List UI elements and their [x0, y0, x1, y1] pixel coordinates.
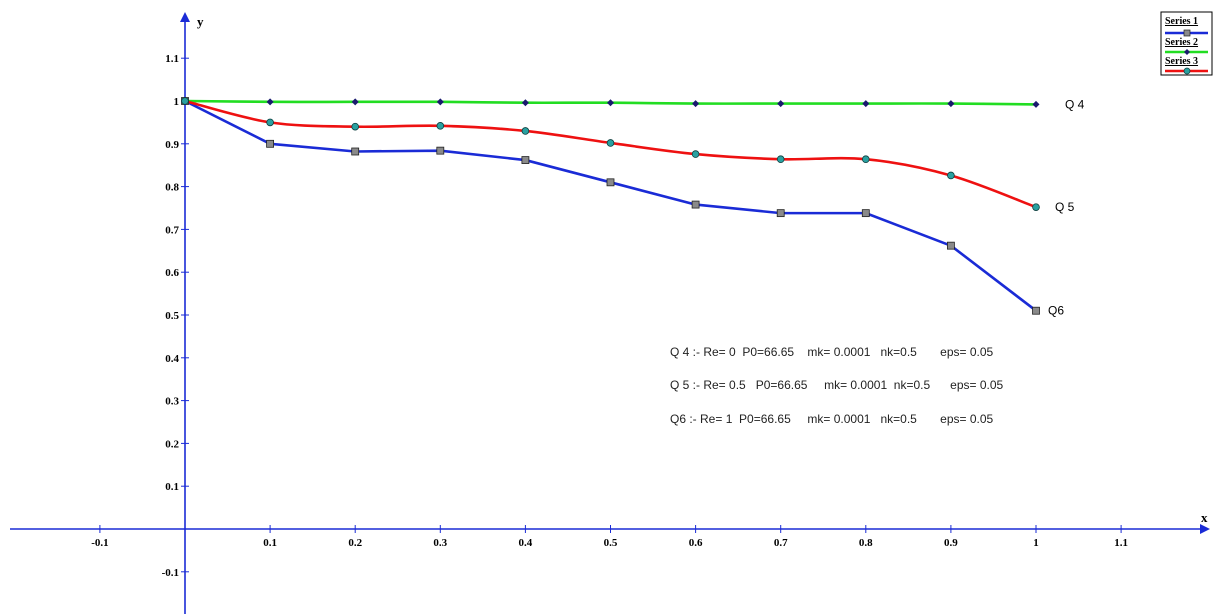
y-tick-label: 0.1 — [165, 481, 179, 493]
data-point-series-1 — [947, 241, 955, 250]
y-axis-arrow — [180, 12, 190, 22]
curve-label-q4: Q 4 — [1065, 97, 1085, 111]
data-point-series-1 — [266, 139, 275, 148]
legend: Series 1 Series 2 Series 3 — [1160, 11, 1213, 76]
legend-entry-series-1: Series 1 — [1165, 16, 1198, 27]
annotation-q4: Q 4 :- Re= 0 P0=66.65 mk= 0.0001 nk=0.5 … — [670, 345, 994, 359]
legend-marker-series-3 — [1183, 67, 1191, 75]
y-tick-label: 0.8 — [165, 182, 179, 194]
data-point-series-1 — [691, 200, 700, 209]
data-point-series-1 — [351, 147, 360, 156]
data-point-series-2 — [692, 100, 700, 108]
annotation-q6: Q6 :- Re= 1 P0=66.65 mk= 0.0001 nk=0.5 e… — [670, 412, 994, 426]
series-markers — [181, 97, 1040, 315]
y-tick-label: 0.2 — [165, 438, 179, 450]
y-tick-label: 0.5 — [165, 310, 179, 322]
data-point-series-3 — [861, 155, 870, 164]
data-point-series-1 — [606, 178, 615, 187]
data-point-series-1 — [521, 156, 530, 164]
y-tick-label: 0.9 — [165, 139, 179, 151]
x-tick-label: 0.5 — [604, 537, 618, 549]
x-tick-label: 1 — [1033, 537, 1039, 549]
data-point-series-3 — [266, 118, 274, 127]
axes: -0.1 0.1 0.2 0.3 0.4 0.5 0.6 0.7 0.8 0.9 1 1.1 -0.1 0… — [10, 12, 1210, 614]
data-point-series-3 — [521, 127, 530, 135]
data-point-series-2 — [436, 98, 444, 106]
data-point-series-2 — [1032, 100, 1040, 108]
data-point-series-2 — [947, 100, 955, 108]
data-point-series-3 — [181, 97, 189, 105]
data-point-series-1 — [776, 209, 785, 218]
series-line-1 — [184, 99, 1037, 312]
data-point-series-2 — [266, 98, 274, 106]
legend-marker-series-2 — [1184, 49, 1190, 55]
y-tick-label: 0.7 — [165, 224, 179, 236]
curve-label-q6: Q6 — [1048, 304, 1064, 318]
x-tick-label: 0.2 — [348, 537, 362, 549]
x-axis-arrow — [1200, 524, 1210, 534]
annotation-q5: Q 5 :- Re= 0.5 P0=66.65 mk= 0.0001 nk=0.… — [670, 378, 1004, 392]
x-tick-label: 0.9 — [944, 537, 958, 549]
x-tick-label: 0.7 — [774, 537, 788, 549]
y-tick-label: 1.1 — [165, 53, 179, 65]
data-point-series-3 — [436, 122, 445, 130]
y-tick-label: 0.3 — [165, 396, 179, 408]
y-axis-label: y — [197, 14, 204, 29]
data-point-series-1 — [861, 209, 870, 218]
data-point-series-1 — [1032, 306, 1040, 315]
data-point-series-2 — [351, 98, 359, 106]
series-lines — [184, 99, 1037, 312]
data-point-series-2 — [607, 99, 614, 107]
legend-box — [1160, 11, 1213, 76]
data-point-series-2 — [521, 99, 529, 107]
curve-labels: Q6 Q 4 Q 5 — [1048, 97, 1085, 317]
data-point-series-3 — [606, 139, 615, 147]
data-point-series-2 — [777, 100, 785, 108]
data-point-series-3 — [1032, 203, 1040, 211]
data-point-series-3 — [947, 171, 955, 180]
legend-entry-series-2: Series 2 — [1165, 37, 1198, 48]
y-tick-label: -0.1 — [162, 567, 179, 579]
legend-swatches — [1165, 29, 1208, 75]
x-tick-label: -0.1 — [91, 537, 108, 549]
data-point-series-2 — [862, 100, 870, 108]
data-point-series-1 — [436, 146, 445, 155]
annotation-block: Q 4 :- Re= 0 P0=66.65 mk= 0.0001 nk=0.5 … — [670, 345, 1004, 426]
data-point-series-3 — [776, 155, 785, 164]
y-tick-label: 0.6 — [165, 267, 179, 279]
data-point-series-3 — [351, 122, 360, 131]
x-tick-label: 0.8 — [859, 537, 873, 549]
y-tick-label: 0.4 — [165, 353, 179, 365]
x-tick-label: 0.4 — [519, 537, 533, 549]
series-line-3 — [184, 99, 1037, 209]
x-tick-label: 0.6 — [689, 537, 703, 549]
curve-label-q5: Q 5 — [1055, 200, 1075, 214]
x-tick-label: 0.1 — [263, 537, 277, 549]
data-point-series-3 — [691, 150, 700, 158]
legend-entry-series-3: Series 3 — [1165, 56, 1198, 67]
x-tick-label: 0.3 — [433, 537, 447, 549]
legend-marker-series-1 — [1183, 29, 1191, 37]
x-axis-label: x — [1201, 510, 1208, 525]
y-tick-label: 1 — [174, 96, 180, 108]
x-tick-label: 1.1 — [1114, 537, 1128, 549]
